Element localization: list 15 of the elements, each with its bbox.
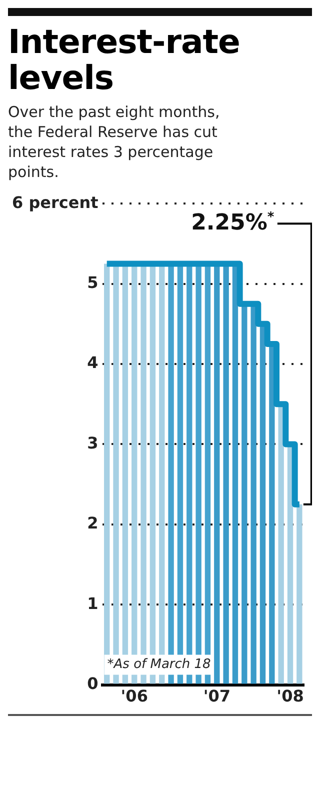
y-tick-label: 3: [87, 433, 98, 452]
y-tick-label: 2: [87, 514, 98, 533]
y-tick-label: 5: [87, 272, 98, 292]
y-tick-label: 1: [87, 594, 98, 613]
y-tick-label: 4: [87, 353, 98, 372]
y-tick-label: 6 percent: [12, 192, 99, 212]
x-tick-label: '06: [120, 686, 148, 706]
chart-title: Interest-rate levels: [8, 22, 241, 97]
annotation: 2.25%*: [191, 210, 274, 236]
annotation: *As of March 18: [107, 657, 211, 672]
x-tick-label: '08: [276, 686, 304, 706]
x-tick-label: '07: [203, 686, 230, 706]
y-tick-label: 0: [87, 674, 98, 693]
chart-subtitle: Over the past eight months, the Federal Reserve has cut interest rates 3 percentage points.: [8, 102, 221, 182]
bar: [296, 504, 302, 684]
